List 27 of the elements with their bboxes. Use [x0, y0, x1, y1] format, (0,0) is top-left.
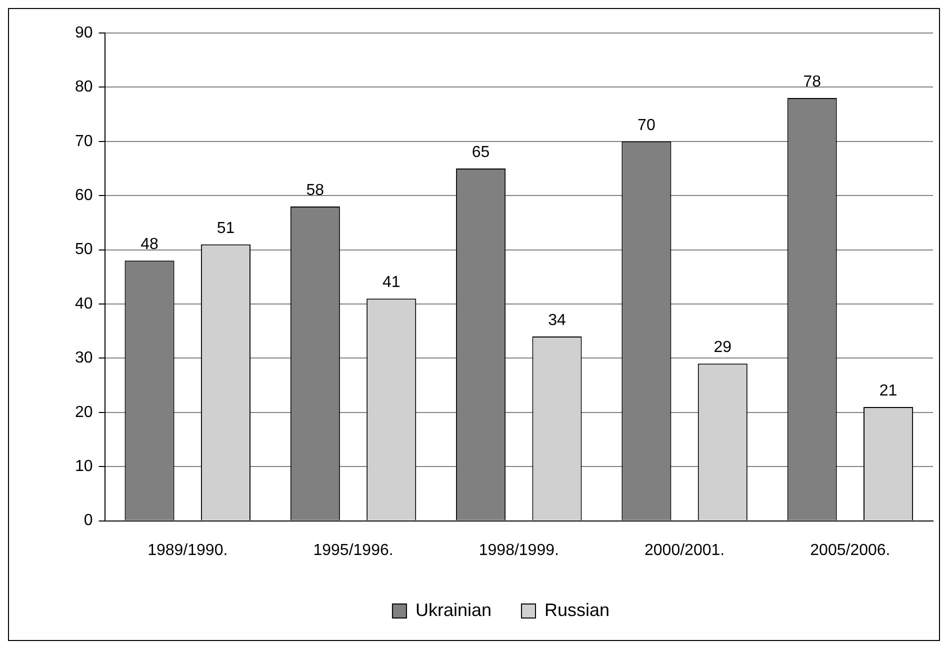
x-tick-label: 1995/1996. [313, 542, 394, 559]
y-tick-label: 90 [75, 24, 93, 42]
x-tick-label: 1998/1999. [478, 542, 559, 559]
y-tick-label: 60 [75, 187, 93, 204]
x-tick-label: 2000/2001. [644, 542, 725, 559]
x-tick-label: 2005/2006. [810, 542, 890, 559]
data-label: 78 [803, 73, 822, 90]
y-tick-label: 70 [75, 132, 93, 150]
legend-label: Ukrainian [415, 600, 492, 620]
data-label: 41 [382, 274, 400, 291]
y-tick-label: 80 [75, 78, 93, 96]
data-label: 51 [216, 220, 235, 237]
data-label: 70 [638, 116, 656, 134]
data-label: 21 [879, 382, 898, 400]
data-label: 34 [548, 312, 566, 329]
data-label: 48 [140, 236, 159, 254]
data-label: 65 [472, 144, 490, 161]
y-tick-label: 40 [75, 295, 93, 312]
legend-label: Russian [544, 600, 610, 620]
y-tick-label: 20 [75, 404, 93, 421]
data-label: 58 [306, 182, 324, 199]
y-tick-label: 50 [75, 241, 93, 258]
x-tick-label: 1989/1990. [148, 542, 228, 559]
data-label: 29 [714, 339, 732, 356]
y-tick-label: 0 [84, 512, 93, 530]
y-tick-label: 30 [75, 350, 93, 367]
y-tick-label: 10 [75, 458, 93, 476]
